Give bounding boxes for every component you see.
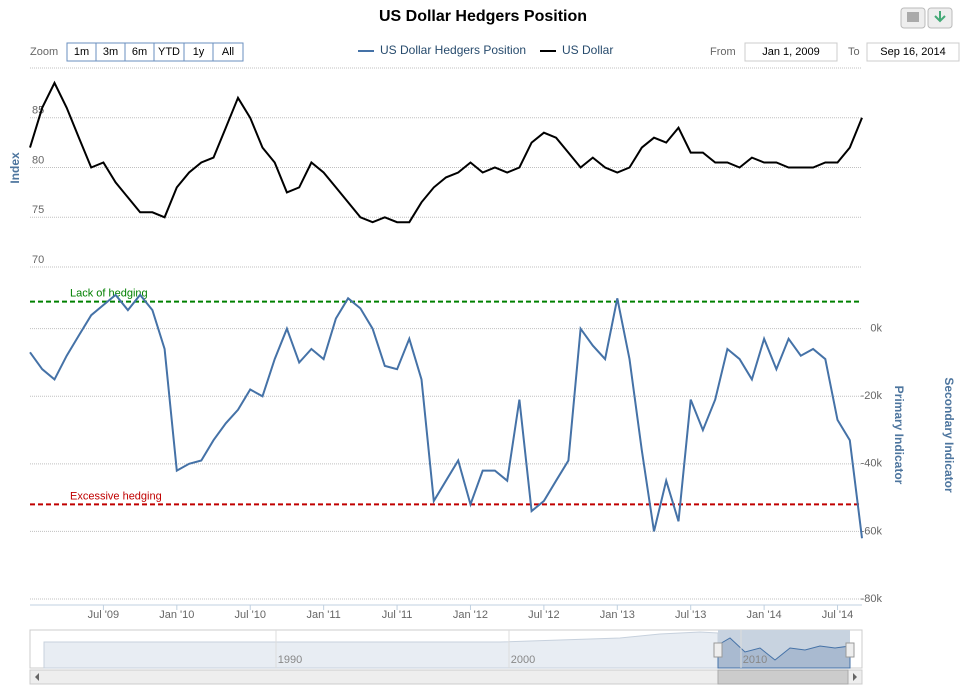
zoom-label: Zoom xyxy=(30,46,58,58)
zoom-button-label: 1y xyxy=(193,46,205,58)
x-tick-label: Jul '13 xyxy=(675,609,706,621)
x-tick-label: Jan '12 xyxy=(453,609,488,621)
y-tick-label: 80 xyxy=(32,154,44,166)
y-tick-label: 75 xyxy=(32,204,44,216)
from-label: From xyxy=(710,46,736,58)
navigator-label: 2000 xyxy=(511,654,535,666)
y2-tick-label: 0k xyxy=(870,323,882,335)
zoom-button[interactable] xyxy=(212,42,244,62)
navigator[interactable] xyxy=(29,629,863,669)
export-button[interactable] xyxy=(927,7,953,29)
y-axis-title: Index xyxy=(8,152,22,184)
print-button[interactable] xyxy=(900,7,926,29)
to-input[interactable] xyxy=(866,42,960,62)
to-value: Sep 16, 2014 xyxy=(880,46,945,58)
y-tick-label: 70 xyxy=(32,254,44,266)
y2-tick-label: -80k xyxy=(861,593,883,605)
chart-title: US Dollar Hedgers Position xyxy=(379,8,587,25)
series-line xyxy=(29,293,863,539)
y2-tick-label: -20k xyxy=(861,390,883,402)
legend-label[interactable]: US Dollar Hedgers Position xyxy=(380,43,526,57)
zoom-button-label: YTD xyxy=(158,46,180,58)
from-value: Jan 1, 2009 xyxy=(762,46,820,58)
x-tick-label: Jul '10 xyxy=(235,609,266,621)
x-tick-label: Jul '12 xyxy=(528,609,559,621)
from-input[interactable] xyxy=(744,42,838,62)
navigator-label: 2010 xyxy=(743,654,767,666)
x-tick-label: Jan '14 xyxy=(747,609,782,621)
y2-axis-title: Primary Indicator xyxy=(892,386,906,485)
zoom-button-label: All xyxy=(222,46,234,58)
y2-axis-title: Secondary Indicator xyxy=(942,377,956,493)
plot-line-label: Lack of hedging xyxy=(70,288,148,300)
x-tick-label: Jan '10 xyxy=(159,609,194,621)
y2-tick-label: -60k xyxy=(861,525,883,537)
to-label: To xyxy=(848,46,860,58)
zoom-button-label: 6m xyxy=(132,46,147,58)
legend-label[interactable]: US Dollar xyxy=(562,43,613,57)
x-tick-label: Jul '14 xyxy=(822,609,853,621)
x-tick-label: Jan '11 xyxy=(306,609,340,621)
zoom-button-label: 1m xyxy=(74,46,89,58)
x-tick-label: Jan '13 xyxy=(600,609,635,621)
x-tick-label: Jul '11 xyxy=(382,609,413,621)
series-line xyxy=(29,80,863,224)
plot-line-label: Excessive hedging xyxy=(70,490,162,502)
navigator-label: 1990 xyxy=(278,654,302,666)
zoom-button-label: 3m xyxy=(103,46,118,58)
y2-tick-label: -40k xyxy=(861,458,883,470)
x-tick-label: Jul '09 xyxy=(88,609,119,621)
scrollbar[interactable] xyxy=(29,669,863,685)
